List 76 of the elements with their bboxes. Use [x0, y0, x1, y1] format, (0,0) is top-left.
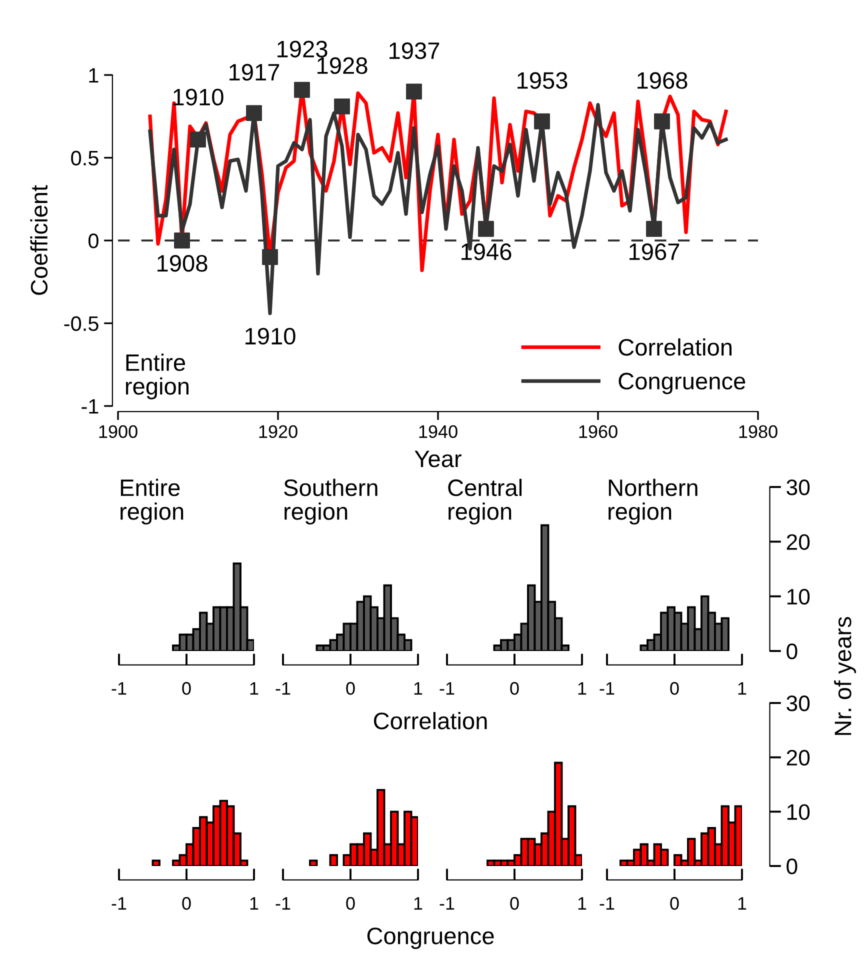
x-tick-label: 0 — [346, 682, 355, 695]
x-tick-label: 0 — [510, 682, 519, 695]
y-tick-label: 0 — [88, 234, 98, 248]
x-tick-label: 0 — [670, 897, 679, 910]
x-tick-label: -1 — [600, 682, 614, 695]
legend-label: Congruence — [618, 372, 746, 394]
x-tick-label: 0 — [670, 682, 679, 695]
annotation: 1953 — [518, 72, 568, 89]
y-tick-label: 30 — [786, 480, 810, 496]
annotation: 1910 — [246, 328, 296, 345]
point — [190, 132, 206, 148]
point — [406, 84, 422, 100]
y-tick-label: 1 — [89, 68, 98, 83]
y-axis-title: Coefficient — [30, 185, 48, 295]
chart-title: Northern region — [608, 478, 698, 525]
y-tick-label: 0.5 — [71, 150, 98, 166]
chart-title: Southern region — [284, 478, 378, 525]
annotation: 1908 — [158, 255, 208, 272]
y-axis-title: Nr. of years — [834, 616, 856, 735]
point — [646, 220, 662, 237]
x-tick-label: 0 — [346, 897, 355, 910]
y-tick-label: 0 — [786, 644, 798, 660]
x-tick-label: 1 — [414, 682, 422, 695]
x-tick-label: 1 — [578, 897, 586, 910]
x-tick-label: 0 — [510, 897, 519, 910]
x-tick-label: 0 — [182, 682, 191, 695]
y-tick-label: 30 — [786, 696, 810, 712]
y-tick-label: 10 — [787, 588, 810, 605]
annotation: 1923 — [278, 40, 328, 58]
x-tick-label: -1 — [440, 897, 454, 910]
chart-title: Central region — [448, 478, 522, 525]
point — [174, 232, 190, 248]
point — [262, 249, 278, 266]
x-tick-label: 1960 — [579, 425, 618, 438]
point — [478, 220, 494, 237]
y-tick-label: -1 — [82, 399, 98, 414]
annotation: 1928 — [318, 57, 368, 74]
annotation: 1910 — [174, 88, 224, 106]
x-axis-title: Correlation — [374, 712, 487, 730]
point — [334, 98, 350, 114]
point — [534, 113, 550, 130]
x-axis-title: Congruence — [367, 928, 494, 950]
x-tick-label: 1900 — [99, 425, 138, 438]
x-tick-label: -1 — [276, 897, 290, 910]
x-tick-label: 1 — [250, 682, 258, 695]
y-tick-label: -0.5 — [64, 316, 98, 332]
chart-title: Entire region — [120, 478, 184, 525]
annotation: 1917 — [230, 64, 280, 81]
x-tick-label: 1980 — [739, 425, 778, 438]
x-tick-label: 1 — [738, 682, 746, 695]
annotation: 1967 — [630, 243, 680, 260]
x-tick-label: 1 — [738, 897, 746, 910]
x-tick-label: -1 — [600, 897, 614, 910]
y-tick-label: 20 — [786, 750, 810, 766]
point — [654, 113, 670, 130]
y-tick-label: 0 — [786, 858, 798, 874]
legend-label: Correlation — [618, 338, 732, 356]
x-tick-label: -1 — [276, 682, 290, 695]
y-tick-label: 10 — [787, 804, 810, 820]
x-tick-label: -1 — [440, 682, 454, 695]
x-axis-title: Year — [414, 450, 462, 468]
annotation: 1968 — [638, 72, 688, 89]
x-tick-label: 0 — [182, 897, 191, 910]
x-tick-label: 1 — [250, 897, 258, 910]
point — [246, 105, 262, 122]
x-tick-label: -1 — [112, 897, 126, 910]
x-tick-label: 1920 — [259, 425, 298, 438]
x-tick-label: 1940 — [419, 425, 458, 438]
point — [294, 82, 310, 98]
x-tick-label: 1 — [578, 682, 586, 695]
x-tick-label: 1 — [414, 897, 422, 910]
y-tick-label: 20 — [786, 534, 810, 550]
x-tick-label: -1 — [112, 682, 126, 695]
annotation: Entire region — [126, 354, 188, 400]
annotation: 1937 — [390, 42, 440, 60]
annotation: 1946 — [462, 243, 512, 260]
